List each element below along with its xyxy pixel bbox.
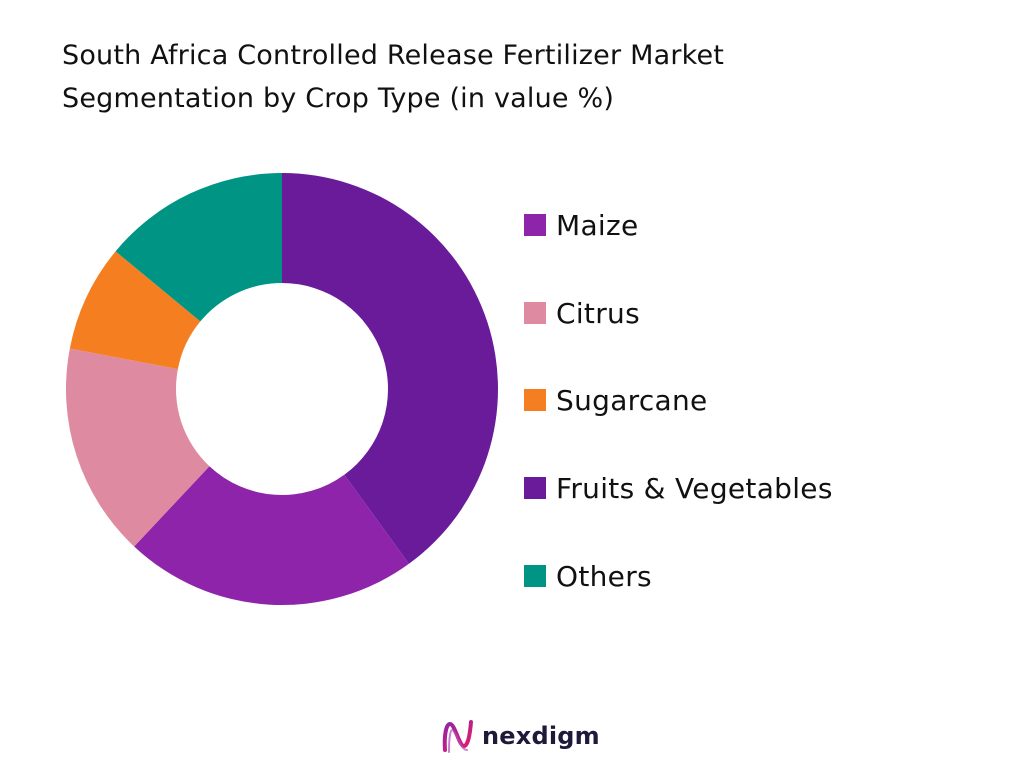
legend-label: Citrus <box>556 296 640 330</box>
legend-item-fruits-vegetables: Fruits & Vegetables <box>524 468 833 508</box>
nexdigm-logo-icon <box>442 720 473 753</box>
donut-slice-citrus <box>65 348 210 547</box>
chart-title: South Africa Controlled Release Fertiliz… <box>62 34 962 120</box>
legend-label: Sugarcane <box>556 383 708 417</box>
legend-label: Others <box>556 559 652 593</box>
chart-title-line-2: Segmentation by Crop Type (in value %) <box>62 83 615 114</box>
brand-name: nexdigm <box>482 722 600 750</box>
legend-label: Maize <box>556 208 639 242</box>
donut-slice-sugarcane <box>69 251 201 370</box>
legend-item-maize: Maize <box>524 205 639 245</box>
legend-swatch <box>524 389 546 411</box>
donut-slice-fruits-vegetables <box>282 173 498 564</box>
legend-swatch <box>524 477 546 499</box>
donut-slice-maize <box>134 466 409 605</box>
legend-swatch <box>524 214 546 236</box>
legend-item-sugarcane: Sugarcane <box>524 380 708 420</box>
chart-title-line-1: South Africa Controlled Release Fertiliz… <box>62 40 725 71</box>
legend-swatch <box>524 302 546 324</box>
legend-label: Fruits & Vegetables <box>556 471 833 505</box>
brand-logo: nexdigm <box>440 716 600 756</box>
donut-slice-others <box>115 173 282 322</box>
legend-swatch <box>524 565 546 587</box>
legend-item-citrus: Citrus <box>524 293 640 333</box>
legend-item-others: Others <box>524 556 652 596</box>
